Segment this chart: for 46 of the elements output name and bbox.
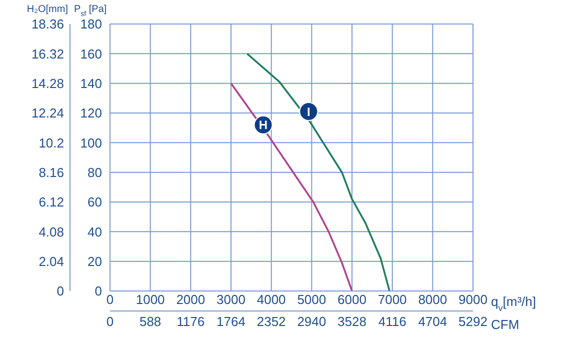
line-series [230,82,353,291]
x-tick-label: 1000 [136,292,165,308]
y2-tick-label: 16.32 [31,46,64,62]
annotation: I [306,104,310,119]
y2-tick-label: 2.04 [38,254,64,269]
y-tick-label: 160 [80,46,102,62]
x-tick-label: 9000 [458,292,488,308]
x2-tick-label: 1764 [216,314,246,330]
x-tick-label: 3000 [216,292,246,308]
x2-tick-label: 2352 [256,314,286,330]
x2-axis-title: CFM [491,317,520,332]
x-tick-label: 7000 [378,292,407,308]
x-tick-label: 6000 [338,292,366,308]
y2-axis-title: H₂O[mm] [26,4,68,15]
x2-tick-label: 1176 [176,314,205,330]
x2-tick-label: 2940 [297,314,326,330]
y2-tick-label: 14.28 [31,76,64,91]
x-tick-label: 5000 [297,292,326,308]
x2-tick-label: 4704 [418,314,448,330]
y2-tick-label: 10.2 [38,135,64,150]
y-tick-label: 140 [80,76,102,91]
y2-tick-label: 18.36 [31,16,64,32]
y2-tick-label: 6.12 [38,194,64,210]
y-axis-title: P$_{sf}$ [Pa] [74,4,107,18]
x2-tick-label: 588 [139,314,162,330]
y-tick-label: 180 [80,16,102,32]
y-tick-label: 100 [80,135,102,150]
x-tick-label: 8000 [418,292,448,308]
line-series [246,52,390,291]
x2-tick-label: 4116 [378,314,406,330]
x2-tick-label: 3528 [338,314,366,330]
y-tick-label: 60 [88,194,102,210]
x2-tick-label: 0 [106,314,114,330]
y-tick-label: 20 [88,254,102,269]
x-axis-title: q$_{v}$[m³/h] [491,294,536,313]
annotation: H [258,118,268,132]
y2-tick-label: 8.16 [38,164,64,180]
y-tick-label: 120 [80,106,102,121]
y-tick-label: 80 [88,164,102,180]
x-tick-label: 0 [106,292,114,308]
x-tick-label: 2000 [176,292,206,308]
x2-tick-label: 5292 [458,314,488,330]
y2-tick-label: 12.24 [31,106,64,121]
y-tick-label: 40 [88,224,102,240]
y2-tick-label: 4.08 [38,224,64,240]
x-tick-label: 4000 [256,292,286,308]
